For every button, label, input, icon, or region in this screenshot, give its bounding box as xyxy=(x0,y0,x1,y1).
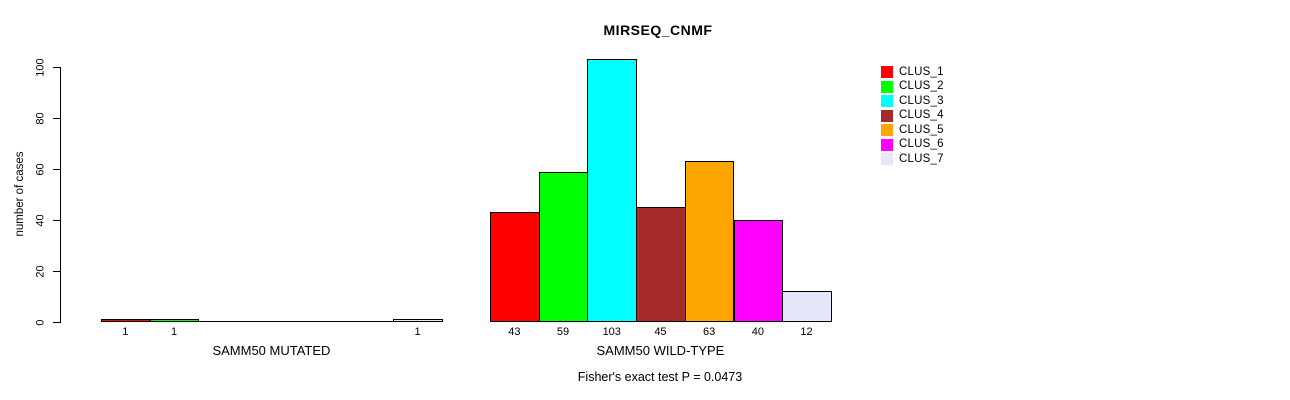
bar-clus-2-group-2 xyxy=(538,172,589,322)
legend-label: CLUS_7 xyxy=(899,152,944,165)
bar-clus-6-group-1-zero xyxy=(344,321,395,322)
bar-value-label: 63 xyxy=(703,326,716,338)
y-axis-line xyxy=(60,67,61,323)
bar-value-label: 12 xyxy=(800,326,813,338)
legend-label: CLUS_6 xyxy=(899,138,944,150)
bar-clus-2-group-1 xyxy=(149,319,200,322)
y-tick xyxy=(53,118,60,119)
legend-swatch-clus-5 xyxy=(881,124,893,136)
bar-clus-7-group-1 xyxy=(393,319,443,322)
legend-label: CLUS_1 xyxy=(899,65,944,78)
y-tick xyxy=(53,322,60,323)
bar-value-label: 1 xyxy=(170,326,178,338)
bar-value-label: 45 xyxy=(654,326,667,338)
legend-swatch-clus-6 xyxy=(881,138,893,151)
legend-swatch-clus-4 xyxy=(881,109,893,122)
legend-label: CLUS_4 xyxy=(899,109,944,121)
y-tick xyxy=(53,169,60,170)
legend-swatch-clus-3 xyxy=(881,95,893,107)
bar-value-label: 1 xyxy=(122,326,129,338)
bar-clus-7-group-2 xyxy=(782,291,832,322)
bar-clus-3-group-1-zero xyxy=(198,321,249,322)
bar-value-label: 59 xyxy=(556,326,570,338)
y-tick xyxy=(53,67,60,68)
bar-value-label: 43 xyxy=(508,326,521,338)
bar-value-label: 1 xyxy=(414,326,421,338)
bar-clus-4-group-2 xyxy=(636,207,686,322)
legend-label: CLUS_2 xyxy=(899,80,944,92)
chart-title: MIRSEQ_CNMF xyxy=(603,22,713,38)
bar-clus-6-group-2 xyxy=(733,220,784,322)
bar-clus-3-group-2 xyxy=(587,59,638,322)
y-tick xyxy=(53,271,60,272)
bar-value-label: 103 xyxy=(602,326,621,338)
legend-swatch-clus-7 xyxy=(881,153,893,165)
bar-clus-5-group-2 xyxy=(684,161,735,322)
legend-label: CLUS_3 xyxy=(899,94,944,107)
x-group-label: SAMM50 MUTATED xyxy=(212,343,331,358)
bar-clus-5-group-1-zero xyxy=(295,321,346,322)
x-group-label: SAMM50 WILD-TYPE xyxy=(596,343,725,358)
legend-swatch-clus-1 xyxy=(881,66,893,78)
fisher-test-annotation: Fisher's exact test P = 0.0473 xyxy=(577,370,743,384)
bar-value-label: 40 xyxy=(751,326,764,338)
legend-swatch-clus-2 xyxy=(881,80,893,93)
bar-clus-4-group-1-zero xyxy=(247,321,297,322)
legend-label: CLUS_5 xyxy=(899,123,944,136)
y-tick xyxy=(53,220,60,221)
